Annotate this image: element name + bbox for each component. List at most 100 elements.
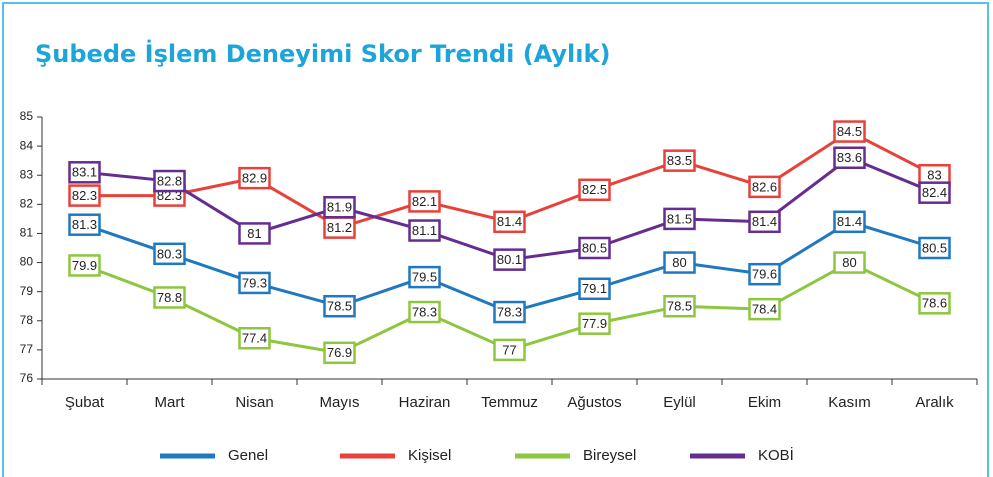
data-label: 79.3: [242, 275, 267, 290]
data-label-box: [68, 213, 101, 236]
data-label-box: [238, 166, 271, 190]
data-label-box: [153, 242, 186, 266]
data-label-box: [748, 262, 781, 286]
data-label: 76.9: [327, 345, 352, 360]
y-tick-label: 77: [20, 342, 34, 356]
data-label-box: [238, 222, 271, 245]
x-tick-label: Nisan: [235, 394, 273, 411]
data-label: 82.5: [582, 182, 607, 197]
data-label-box: [833, 251, 866, 274]
data-label: 78.4: [752, 302, 777, 317]
y-tick-label: 78: [20, 313, 34, 327]
data-label: 80.1: [497, 252, 522, 267]
data-label: 82.8: [157, 173, 182, 188]
y-tick-label: 79: [20, 284, 34, 298]
data-label-box: [153, 169, 186, 193]
data-label: 82.1: [412, 194, 437, 209]
x-tick-label: Mayıs: [319, 394, 359, 411]
data-label-box: [578, 312, 611, 335]
x-tick-label: Şubat: [65, 394, 105, 411]
data-label: 83.5: [667, 153, 692, 168]
data-label: 77.9: [582, 316, 607, 331]
data-label: 80.3: [157, 246, 182, 261]
data-label-box: [663, 149, 696, 172]
data-label-box: [578, 236, 611, 260]
data-label-box: [493, 338, 526, 362]
data-label-box: [833, 210, 866, 234]
data-label: 81.2: [327, 220, 352, 235]
data-label: 81: [247, 226, 261, 241]
data-label: 83: [927, 168, 941, 183]
data-label-box: [68, 184, 101, 207]
data-label: 78.5: [327, 299, 352, 314]
data-label: 79.1: [582, 281, 607, 296]
data-label-box: [493, 210, 526, 234]
legend-label: Genel: [228, 447, 268, 464]
data-label-box: [68, 161, 101, 184]
data-label-box: [408, 265, 441, 289]
data-label: 79.9: [72, 258, 97, 273]
data-label: 79.6: [752, 267, 777, 282]
data-label-box: [323, 294, 356, 318]
data-label-box: [663, 251, 696, 274]
legend-label: KOBİ: [758, 446, 794, 464]
data-label-box: [663, 207, 696, 231]
data-label: 78.3: [412, 304, 437, 319]
legend-label: Kişisel: [408, 447, 451, 464]
series-line: [84, 156, 936, 262]
data-label-box: [748, 175, 781, 199]
data-label-box: [918, 181, 951, 204]
data-label: 78.6: [922, 296, 947, 311]
data-label-box: [833, 120, 866, 143]
legend-label: Bireysel: [583, 447, 636, 464]
y-tick-label: 85: [20, 109, 34, 123]
x-tick-label: Eylül: [663, 394, 696, 411]
data-label-box: [748, 297, 781, 321]
data-label: 82.9: [242, 171, 267, 186]
data-label: 77: [502, 342, 516, 357]
data-label-box: [323, 341, 356, 365]
y-tick-label: 84: [20, 138, 34, 152]
data-label: 82.4: [922, 185, 947, 200]
data-label: 81.4: [497, 214, 522, 229]
data-label: 80.5: [922, 240, 947, 255]
data-label-box: [578, 277, 611, 301]
data-label-box: [238, 271, 271, 295]
x-tick-label: Ağustos: [567, 394, 621, 411]
data-label: 77.4: [242, 331, 267, 346]
data-label-box: [238, 326, 271, 350]
data-label: 83.1: [72, 165, 97, 180]
data-label-box: [493, 248, 526, 271]
data-label-box: [323, 195, 356, 219]
data-label: 81.9: [327, 200, 352, 215]
data-label: 80.5: [582, 240, 607, 255]
data-label: 80: [842, 255, 856, 270]
data-label-box: [748, 210, 781, 234]
data-label: 82.3: [72, 188, 97, 203]
data-label: 78.5: [667, 299, 692, 314]
data-label-box: [918, 292, 951, 315]
data-label-box: [833, 146, 866, 170]
x-tick-label: Haziran: [399, 394, 451, 411]
data-label-box: [918, 236, 951, 260]
data-label: 79.5: [412, 270, 437, 285]
x-tick-label: Aralık: [915, 394, 954, 411]
data-label-box: [493, 300, 526, 324]
data-label-box: [408, 190, 441, 213]
y-tick-label: 80: [20, 255, 34, 269]
data-label: 81.1: [412, 223, 437, 238]
chart-title: Şubede İşlem Deneyimi Skor Trendi (Aylık…: [35, 39, 610, 68]
data-label-box: [68, 254, 101, 277]
data-label: 81.3: [72, 217, 97, 232]
data-label: 78.8: [157, 290, 182, 305]
x-tick-label: Kasım: [828, 394, 871, 411]
y-tick-label: 76: [20, 371, 34, 385]
x-tick-label: Temmuz: [481, 394, 538, 411]
x-tick-label: Mart: [155, 394, 186, 411]
y-tick-label: 83: [20, 167, 34, 181]
data-label: 81.5: [667, 211, 692, 226]
data-label-box: [153, 286, 186, 309]
data-label-box: [663, 294, 696, 318]
